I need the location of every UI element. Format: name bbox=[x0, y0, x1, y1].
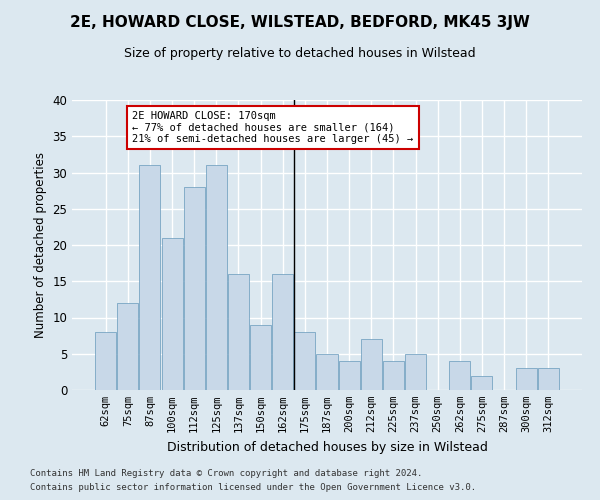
Bar bbox=[383, 361, 404, 390]
Bar bbox=[161, 238, 182, 390]
Bar bbox=[472, 376, 493, 390]
Text: Contains public sector information licensed under the Open Government Licence v3: Contains public sector information licen… bbox=[30, 484, 476, 492]
Bar bbox=[449, 361, 470, 390]
Y-axis label: Number of detached properties: Number of detached properties bbox=[34, 152, 47, 338]
Text: 2E HOWARD CLOSE: 170sqm
← 77% of detached houses are smaller (164)
21% of semi-d: 2E HOWARD CLOSE: 170sqm ← 77% of detache… bbox=[132, 111, 413, 144]
Bar bbox=[295, 332, 316, 390]
Bar bbox=[95, 332, 116, 390]
Bar bbox=[250, 325, 271, 390]
Text: 2E, HOWARD CLOSE, WILSTEAD, BEDFORD, MK45 3JW: 2E, HOWARD CLOSE, WILSTEAD, BEDFORD, MK4… bbox=[70, 15, 530, 30]
Bar bbox=[272, 274, 293, 390]
Bar bbox=[316, 354, 338, 390]
Bar bbox=[361, 339, 382, 390]
Bar bbox=[118, 303, 139, 390]
Bar bbox=[538, 368, 559, 390]
X-axis label: Distribution of detached houses by size in Wilstead: Distribution of detached houses by size … bbox=[167, 440, 487, 454]
Text: Size of property relative to detached houses in Wilstead: Size of property relative to detached ho… bbox=[124, 48, 476, 60]
Bar bbox=[206, 165, 227, 390]
Bar bbox=[515, 368, 536, 390]
Bar bbox=[139, 165, 160, 390]
Bar bbox=[405, 354, 426, 390]
Text: Contains HM Land Registry data © Crown copyright and database right 2024.: Contains HM Land Registry data © Crown c… bbox=[30, 468, 422, 477]
Bar bbox=[184, 187, 205, 390]
Bar bbox=[228, 274, 249, 390]
Bar bbox=[338, 361, 359, 390]
